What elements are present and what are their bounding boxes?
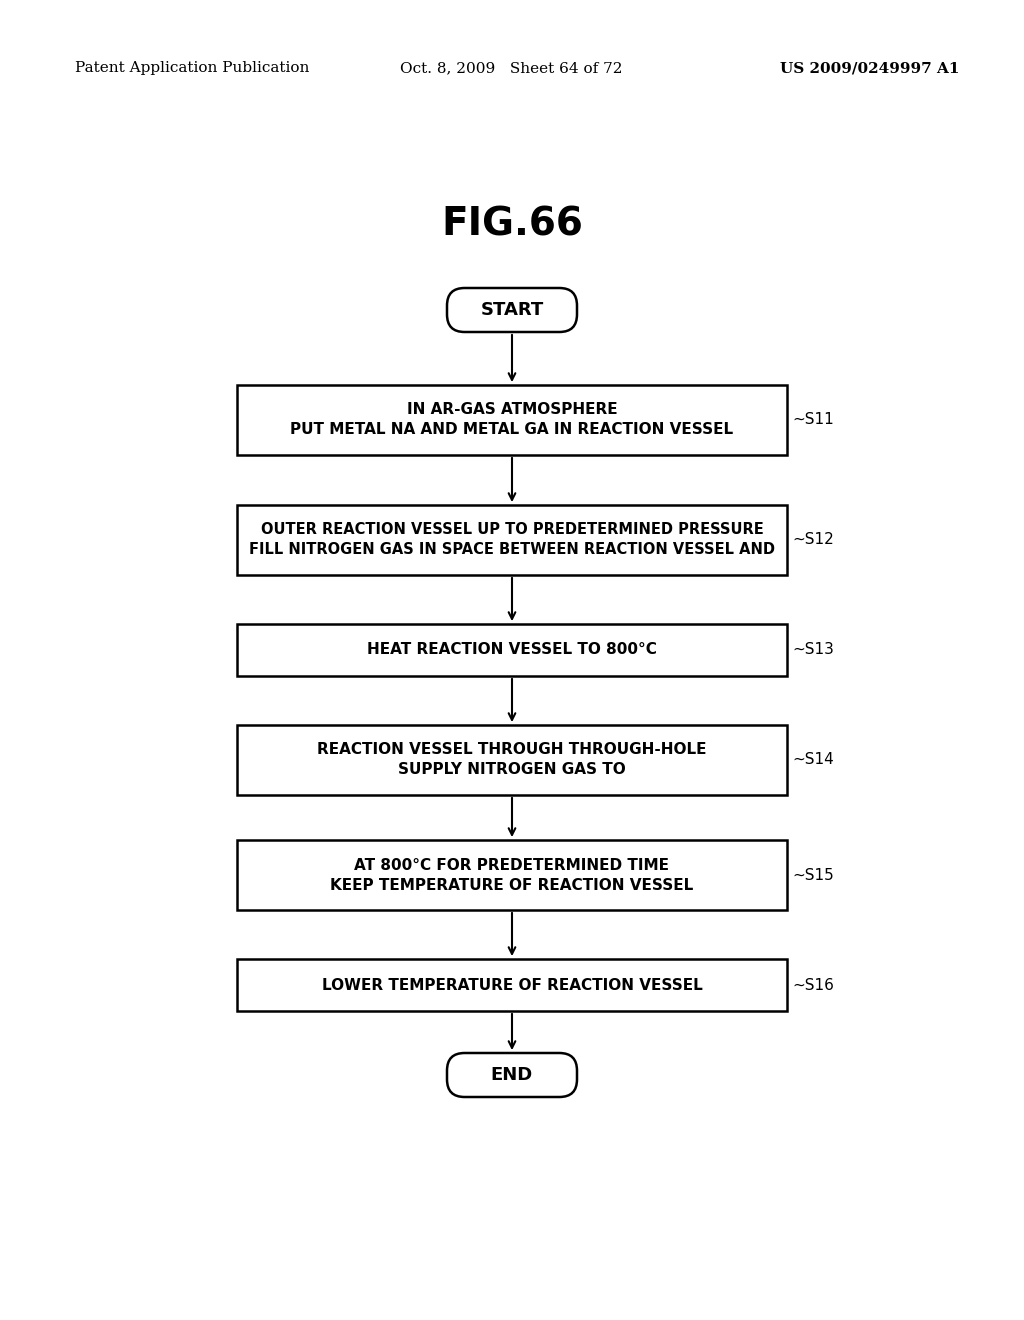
Text: ~S14: ~S14: [792, 752, 834, 767]
Text: LOWER TEMPERATURE OF REACTION VESSEL: LOWER TEMPERATURE OF REACTION VESSEL: [322, 978, 702, 993]
Text: FIG.66: FIG.66: [441, 206, 583, 244]
Text: END: END: [490, 1067, 534, 1084]
Text: ~S15: ~S15: [792, 867, 834, 883]
Text: AT 800°C FOR PREDETERMINED TIME: AT 800°C FOR PREDETERMINED TIME: [354, 858, 670, 873]
Text: IN AR-GAS ATMOSPHERE: IN AR-GAS ATMOSPHERE: [407, 403, 617, 417]
Bar: [237, 725, 787, 795]
FancyBboxPatch shape: [447, 288, 577, 333]
Bar: [237, 840, 787, 909]
Text: Oct. 8, 2009   Sheet 64 of 72: Oct. 8, 2009 Sheet 64 of 72: [400, 61, 623, 75]
Text: PUT METAL NA AND METAL GA IN REACTION VESSEL: PUT METAL NA AND METAL GA IN REACTION VE…: [291, 422, 733, 437]
Bar: [237, 506, 787, 576]
Text: ~S12: ~S12: [792, 532, 834, 548]
Text: ~S11: ~S11: [792, 412, 834, 428]
Text: START: START: [480, 301, 544, 319]
Bar: [237, 385, 787, 455]
Bar: [237, 624, 787, 676]
Text: SUPPLY NITROGEN GAS TO: SUPPLY NITROGEN GAS TO: [398, 763, 626, 777]
FancyBboxPatch shape: [447, 1053, 577, 1097]
Text: REACTION VESSEL THROUGH THROUGH-HOLE: REACTION VESSEL THROUGH THROUGH-HOLE: [317, 742, 707, 758]
Text: Patent Application Publication: Patent Application Publication: [75, 61, 309, 75]
Bar: [237, 960, 787, 1011]
Text: FILL NITROGEN GAS IN SPACE BETWEEN REACTION VESSEL AND: FILL NITROGEN GAS IN SPACE BETWEEN REACT…: [249, 543, 775, 557]
Text: OUTER REACTION VESSEL UP TO PREDETERMINED PRESSURE: OUTER REACTION VESSEL UP TO PREDETERMINE…: [261, 523, 763, 537]
Text: ~S13: ~S13: [792, 643, 834, 657]
Text: ~S16: ~S16: [792, 978, 834, 993]
Text: US 2009/0249997 A1: US 2009/0249997 A1: [780, 61, 959, 75]
Text: HEAT REACTION VESSEL TO 800°C: HEAT REACTION VESSEL TO 800°C: [367, 643, 657, 657]
Text: KEEP TEMPERATURE OF REACTION VESSEL: KEEP TEMPERATURE OF REACTION VESSEL: [331, 878, 693, 892]
